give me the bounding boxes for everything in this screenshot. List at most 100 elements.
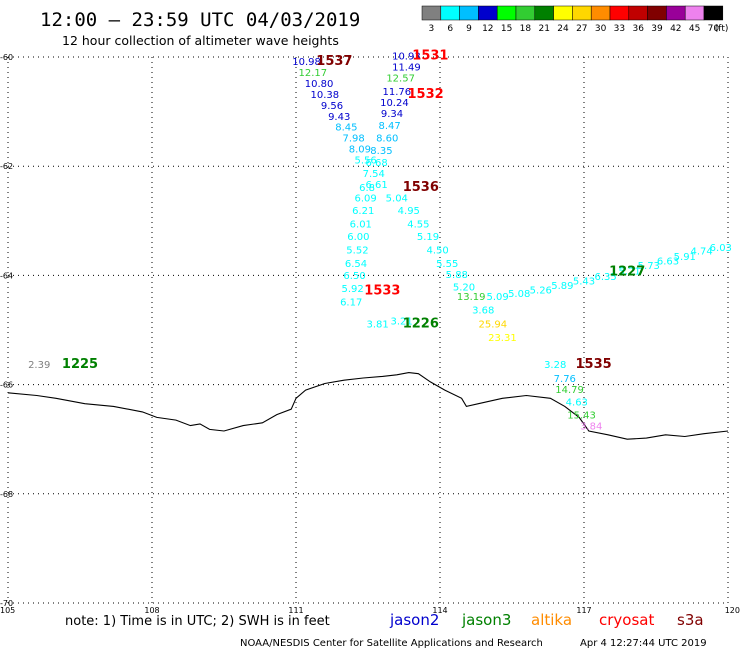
y-tick-label: -64: [0, 271, 13, 280]
wave-height-label: 6.35: [594, 272, 616, 283]
wave-height-label: 13.19: [457, 292, 486, 303]
wave-height-label: 3.21: [390, 317, 412, 328]
x-tick-label: 105: [0, 606, 15, 615]
legend-swatch: [459, 5, 479, 21]
legend-swatch: [534, 5, 554, 21]
wave-height-label: 8.47: [378, 121, 400, 132]
legend-swatch: [515, 5, 536, 21]
legend-swatch: [421, 5, 442, 21]
legend-swatch: [478, 5, 498, 21]
legend-unit: (ft): [715, 24, 729, 34]
track-time-label: 1226: [403, 316, 439, 331]
legend-swatch: [666, 5, 686, 21]
wave-height-label: 5.43: [573, 277, 595, 288]
track-time-label: 1536: [403, 180, 439, 195]
legend-bin-label: 39: [651, 24, 663, 34]
wave-height-label: 6.63: [657, 256, 679, 267]
legend-bin-label: 27: [576, 24, 587, 34]
wave-height-label: 6.61: [366, 180, 388, 191]
wave-height-label: 5.89: [551, 281, 573, 292]
satellite-legend-item: jason2: [389, 611, 439, 629]
wave-height-label: 6.03: [710, 243, 732, 254]
y-tick-label: -70: [0, 599, 13, 608]
wave-height-label: 5.09: [486, 292, 508, 303]
wave-height-label: 11.49: [392, 63, 421, 74]
wave-height-label: 5.19: [417, 232, 439, 243]
wave-height-label: 9.34: [381, 109, 403, 120]
legend-swatch: [590, 5, 611, 21]
wave-height-label: 2.39: [28, 360, 50, 371]
track-time-label: 1531: [412, 49, 448, 64]
legend-bin-label: 33: [614, 24, 625, 34]
legend-swatch: [703, 5, 724, 21]
satellite-legend-item: altika: [531, 611, 572, 629]
legend-bin-label: 30: [595, 24, 607, 34]
wave-height-label: 3.81: [366, 319, 388, 330]
wave-height-label: 4.50: [426, 246, 448, 257]
track-time-label: 1225: [62, 357, 98, 372]
legend-swatch: [572, 5, 592, 21]
legend-bin-label: 36: [632, 24, 644, 34]
wave-height-label: 4.95: [398, 206, 420, 217]
wave-height-label: 6.21: [352, 206, 374, 217]
legend-bin-label: 24: [557, 24, 569, 34]
wave-height-label: 5.88: [446, 270, 468, 281]
legend-swatch: [496, 5, 517, 21]
legend-swatch: [647, 5, 667, 21]
legend-bin-label: 45: [689, 24, 700, 34]
satellite-legend-item: s3a: [677, 611, 704, 629]
wave-height-label: 7.76: [554, 374, 576, 385]
wave-height-label: 6.09: [354, 194, 376, 205]
y-tick-label: -68: [0, 490, 13, 499]
legend-bin-label: 21: [538, 24, 549, 34]
wave-height-label: 4.74: [690, 247, 712, 258]
wave-height-label: 6.01: [350, 219, 372, 230]
satellite-legend: jason2 jason3 altika cryosat s3a: [389, 611, 704, 629]
wave-height-label: 5.92: [342, 284, 364, 295]
legend-bin-label: 70: [708, 24, 720, 34]
wave-height-label: 7.54: [363, 169, 385, 180]
footer-note: note: 1) Time is in UTC; 2) SWH is in fe…: [65, 614, 330, 629]
grid: [7, 56, 729, 604]
wave-height-label: 4.55: [407, 219, 429, 230]
legend-bin-label: 42: [670, 24, 681, 34]
footer-credit: NOAA/NESDIS Center for Satellite Applica…: [240, 638, 543, 649]
legend-bin-label: 6: [447, 24, 453, 34]
wave-height-label: 5.55: [436, 259, 458, 270]
legend-bin-label: 15: [501, 24, 512, 34]
wave-height-label: 10.38: [310, 90, 339, 101]
wave-height-label: 12.57: [386, 74, 415, 85]
satellite-legend-item: cryosat: [599, 611, 654, 629]
wave-height-label: 25.94: [478, 319, 507, 330]
legend-bin-label: 12: [482, 24, 493, 34]
footer-timestamp: Apr 4 12:27:44 UTC 2019: [580, 638, 707, 649]
chart-title: 12:00 – 23:59 UTC 04/03/2019: [40, 9, 360, 31]
wave-height-label: 5.91: [674, 252, 696, 263]
wave-height-label: 5.73: [638, 261, 660, 272]
legend-swatch: [553, 5, 573, 21]
axis-tick-labels: 105 108 111 114 117 120 -60 -62 -64 -66 -68 -70: [0, 53, 740, 615]
wave-height-label: 6.54: [345, 259, 367, 270]
wave-height-label: 12.17: [298, 68, 327, 79]
wave-height-label: 5.04: [386, 194, 408, 205]
track-time-label: 1532: [408, 87, 444, 102]
wave-height-label: 6.00: [347, 232, 369, 243]
legend-bin-label: 3: [429, 24, 435, 34]
wave-height-label: 23.31: [488, 333, 517, 344]
wave-height-label: 10.98: [292, 57, 321, 68]
wave-height-label: 4.63: [566, 397, 588, 408]
x-tick-label: 108: [144, 606, 159, 615]
x-tick-label: 117: [576, 606, 591, 615]
wave-height-label: 3.28: [544, 360, 566, 371]
track-time-label: 1535: [576, 357, 612, 372]
wave-height-label: 3.68: [472, 306, 494, 317]
legend-bin-label: 18: [520, 24, 532, 34]
wave-height-label: 6.50: [343, 271, 365, 282]
wave-height-label: 6.17: [340, 297, 362, 308]
wave-height-label: 5.20: [453, 283, 475, 294]
color-legend: 3 6 9 12 15 18 21 24 27 30 33 36 39 42 45 70(ft): [421, 5, 729, 34]
track-time-label: 1537: [316, 54, 352, 69]
wave-height-label: 7.98: [342, 134, 364, 145]
legend-swatch: [440, 5, 460, 21]
